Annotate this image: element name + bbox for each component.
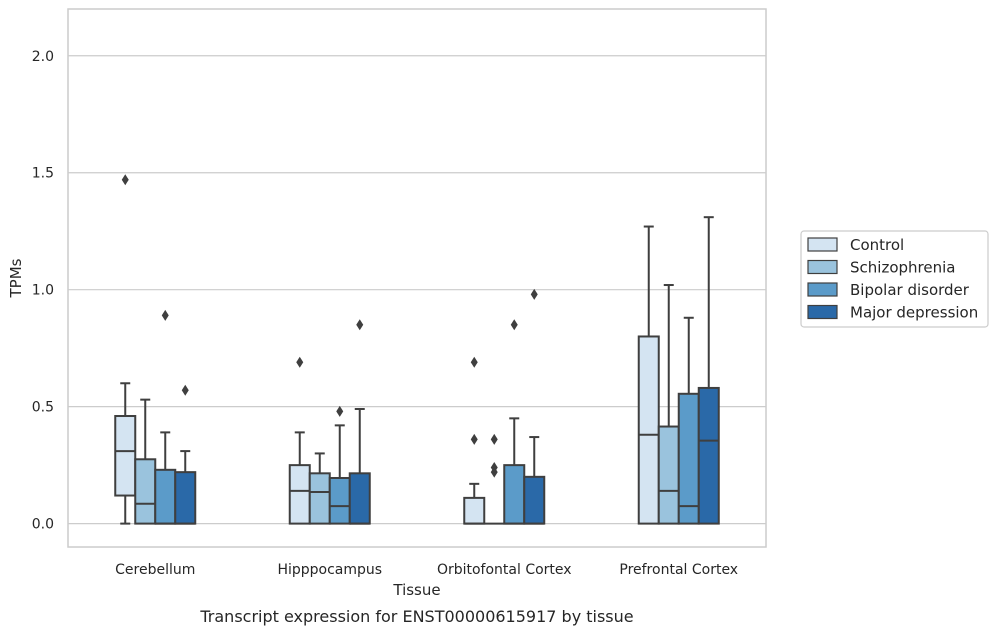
x-tick-label: Prefrontal Cortex xyxy=(619,562,738,578)
y-tick-label: 1.0 xyxy=(32,283,54,299)
y-tick-label: 1.5 xyxy=(32,166,54,182)
box-major-depression xyxy=(523,288,546,525)
legend-item: Control xyxy=(807,236,904,254)
outlier-point xyxy=(470,356,478,368)
legend-item: Major depression xyxy=(807,304,978,322)
box-control xyxy=(114,174,137,525)
box-rect xyxy=(174,471,197,525)
box-schizophrenia xyxy=(134,398,157,525)
box-rect xyxy=(697,386,720,525)
legend-item: Bipolar disorder xyxy=(807,281,970,299)
legend-swatch xyxy=(807,259,838,275)
legend-label: Control xyxy=(850,236,904,254)
x-tick-labels: Cerebellum Hipppocampus Orbitofontal Corte… xyxy=(115,562,738,578)
plot-frame xyxy=(67,8,767,548)
boxes xyxy=(114,174,720,525)
outlier-point xyxy=(161,309,169,321)
outlier-point xyxy=(296,356,304,368)
outlier-point xyxy=(181,384,189,396)
box-rect xyxy=(308,472,331,525)
box-rect xyxy=(657,425,680,525)
box-schizophrenia xyxy=(308,452,331,525)
box-schizophrenia xyxy=(484,433,505,525)
box-major-depression xyxy=(348,319,371,525)
legend-label: Schizophrenia xyxy=(850,259,955,277)
box-rect xyxy=(637,335,660,525)
legend-label: Bipolar disorder xyxy=(850,281,970,299)
box-rect xyxy=(134,458,157,525)
box-bipolar-disorder xyxy=(503,319,526,525)
x-tick-label: Orbitofontal Cortex xyxy=(437,562,572,578)
x-tick-label: Cerebellum xyxy=(115,562,195,578)
box-bipolar-disorder xyxy=(154,309,177,525)
y-axis-label: TPMs xyxy=(7,258,25,298)
x-tick-label: Hipppocampus xyxy=(277,562,382,578)
box-rect xyxy=(463,496,486,525)
outlier-point xyxy=(121,174,129,186)
box-control xyxy=(637,225,660,525)
legend-item: Schizophrenia xyxy=(807,259,955,277)
box-rect xyxy=(328,476,351,525)
legend-frame xyxy=(800,230,989,328)
outlier-point xyxy=(490,433,498,445)
outlier-point xyxy=(510,319,518,331)
outlier-point xyxy=(470,433,478,445)
box-bipolar-disorder xyxy=(677,316,700,525)
box-rect xyxy=(154,468,177,525)
legend-label: Major depression xyxy=(850,304,978,322)
outlier-point xyxy=(356,319,364,331)
box-rect xyxy=(114,415,137,497)
box-rect xyxy=(348,472,371,525)
chart-caption: Transcript expression for ENST0000061591… xyxy=(199,607,633,626)
y-tick-labels: 0.0 0.5 1.0 1.5 2.0 xyxy=(32,49,54,533)
legend-swatch xyxy=(807,237,838,252)
legend-swatch xyxy=(807,282,838,297)
y-tick-label: 0.5 xyxy=(32,400,54,416)
outlier-point xyxy=(530,288,538,300)
y-tick-label: 0.0 xyxy=(32,517,54,533)
box-rect xyxy=(503,464,526,525)
box-rect xyxy=(523,475,546,525)
box-schizophrenia xyxy=(657,284,680,525)
legend-swatch xyxy=(807,304,838,320)
box-bipolar-disorder xyxy=(328,405,351,525)
box-major-depression xyxy=(174,384,197,525)
legend: Control Schizophrenia Bipolar disorder Majo… xyxy=(800,230,989,328)
box-rect xyxy=(288,464,311,525)
box-control xyxy=(288,356,311,525)
outlier-point xyxy=(490,461,498,473)
box-major-depression xyxy=(697,216,720,525)
box-rect xyxy=(677,392,700,525)
outlier-point xyxy=(336,405,344,417)
x-axis-label: Tissue xyxy=(392,581,440,599)
box-control xyxy=(463,356,486,525)
y-tick-label: 2.0 xyxy=(32,49,54,65)
